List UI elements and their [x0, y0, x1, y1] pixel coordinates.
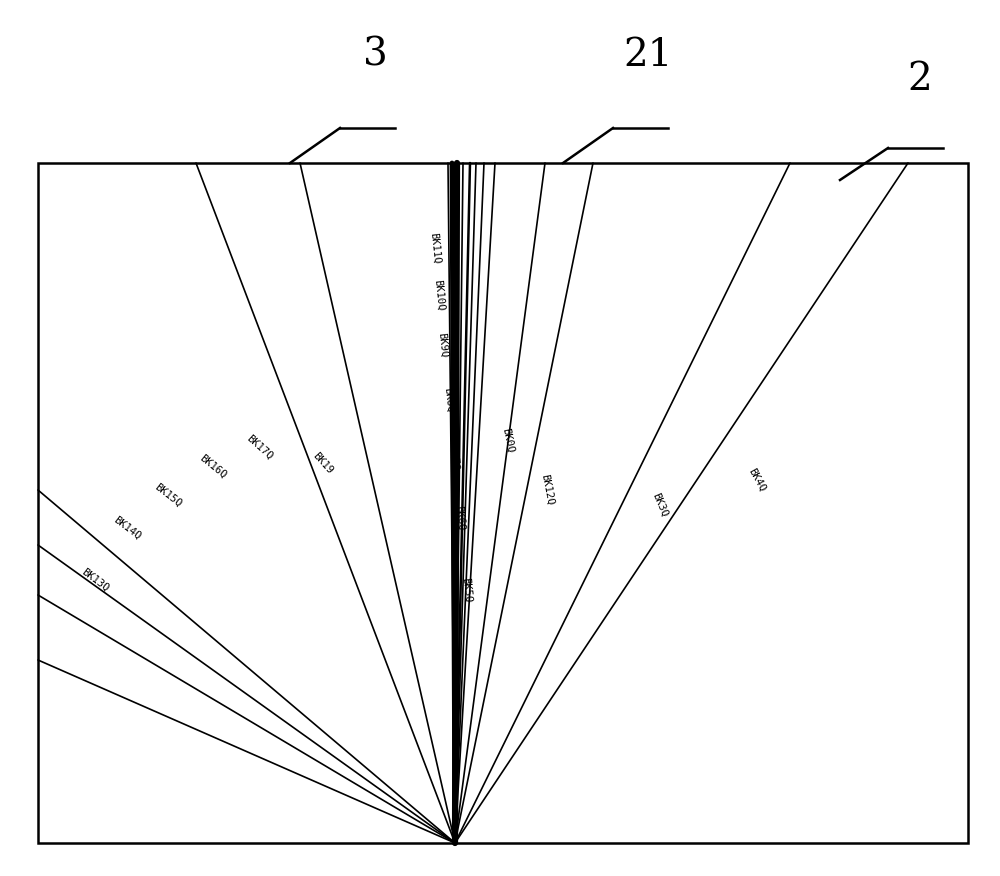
Bar [38, 163, 968, 843]
Text: 2: 2 [908, 61, 932, 98]
Text: BK4Q: BK4Q [747, 467, 767, 493]
Text: 3: 3 [363, 37, 387, 74]
Text: BK8Q: BK8Q [443, 387, 455, 413]
Text: BK17Q: BK17Q [245, 433, 275, 461]
Text: BK19: BK19 [311, 450, 335, 476]
Text: BK7Q: BK7Q [448, 445, 460, 471]
Text: BK13Q: BK13Q [80, 567, 110, 593]
Text: 21: 21 [623, 37, 673, 74]
Text: BK15Q: BK15Q [153, 482, 183, 509]
Text: BK0Q: BK0Q [501, 427, 515, 453]
Text: BK11Q: BK11Q [428, 232, 442, 264]
Text: BK16Q: BK16Q [198, 453, 228, 481]
Text: BK3Q: BK3Q [651, 491, 669, 519]
Text: BK5Q: BK5Q [461, 577, 473, 603]
Text: BK12Q: BK12Q [539, 474, 555, 506]
Text: BK6Q: BK6Q [454, 505, 466, 531]
Text: BK9Q: BK9Q [437, 332, 449, 358]
Text: BK10Q: BK10Q [432, 279, 446, 311]
Text: BK14Q: BK14Q [112, 514, 142, 541]
